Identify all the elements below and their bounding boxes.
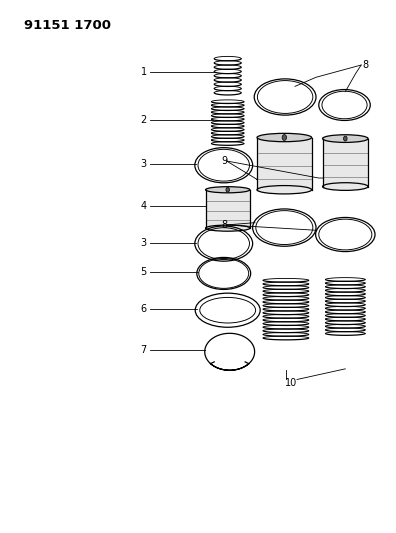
Circle shape	[226, 188, 229, 192]
Circle shape	[343, 136, 347, 141]
Ellipse shape	[323, 135, 368, 142]
Ellipse shape	[206, 187, 250, 193]
Bar	[257, 138, 312, 190]
Ellipse shape	[323, 183, 368, 190]
Text: 8: 8	[362, 60, 368, 70]
Text: 2: 2	[141, 116, 147, 125]
Ellipse shape	[257, 133, 312, 142]
Text: 9: 9	[221, 156, 227, 166]
Text: 5: 5	[141, 268, 147, 277]
Text: 4: 4	[141, 201, 147, 211]
Ellipse shape	[257, 185, 312, 194]
Text: 91151 1700: 91151 1700	[24, 19, 111, 31]
Text: 6: 6	[141, 304, 147, 314]
Circle shape	[282, 134, 287, 141]
Text: 7: 7	[141, 345, 147, 354]
Bar	[206, 190, 250, 228]
Text: 10: 10	[285, 378, 297, 387]
Text: 3: 3	[141, 159, 147, 168]
Bar	[322, 139, 368, 187]
Text: 3: 3	[141, 238, 147, 247]
Ellipse shape	[206, 225, 250, 231]
Text: 8: 8	[221, 220, 227, 230]
Text: 1: 1	[141, 68, 147, 77]
